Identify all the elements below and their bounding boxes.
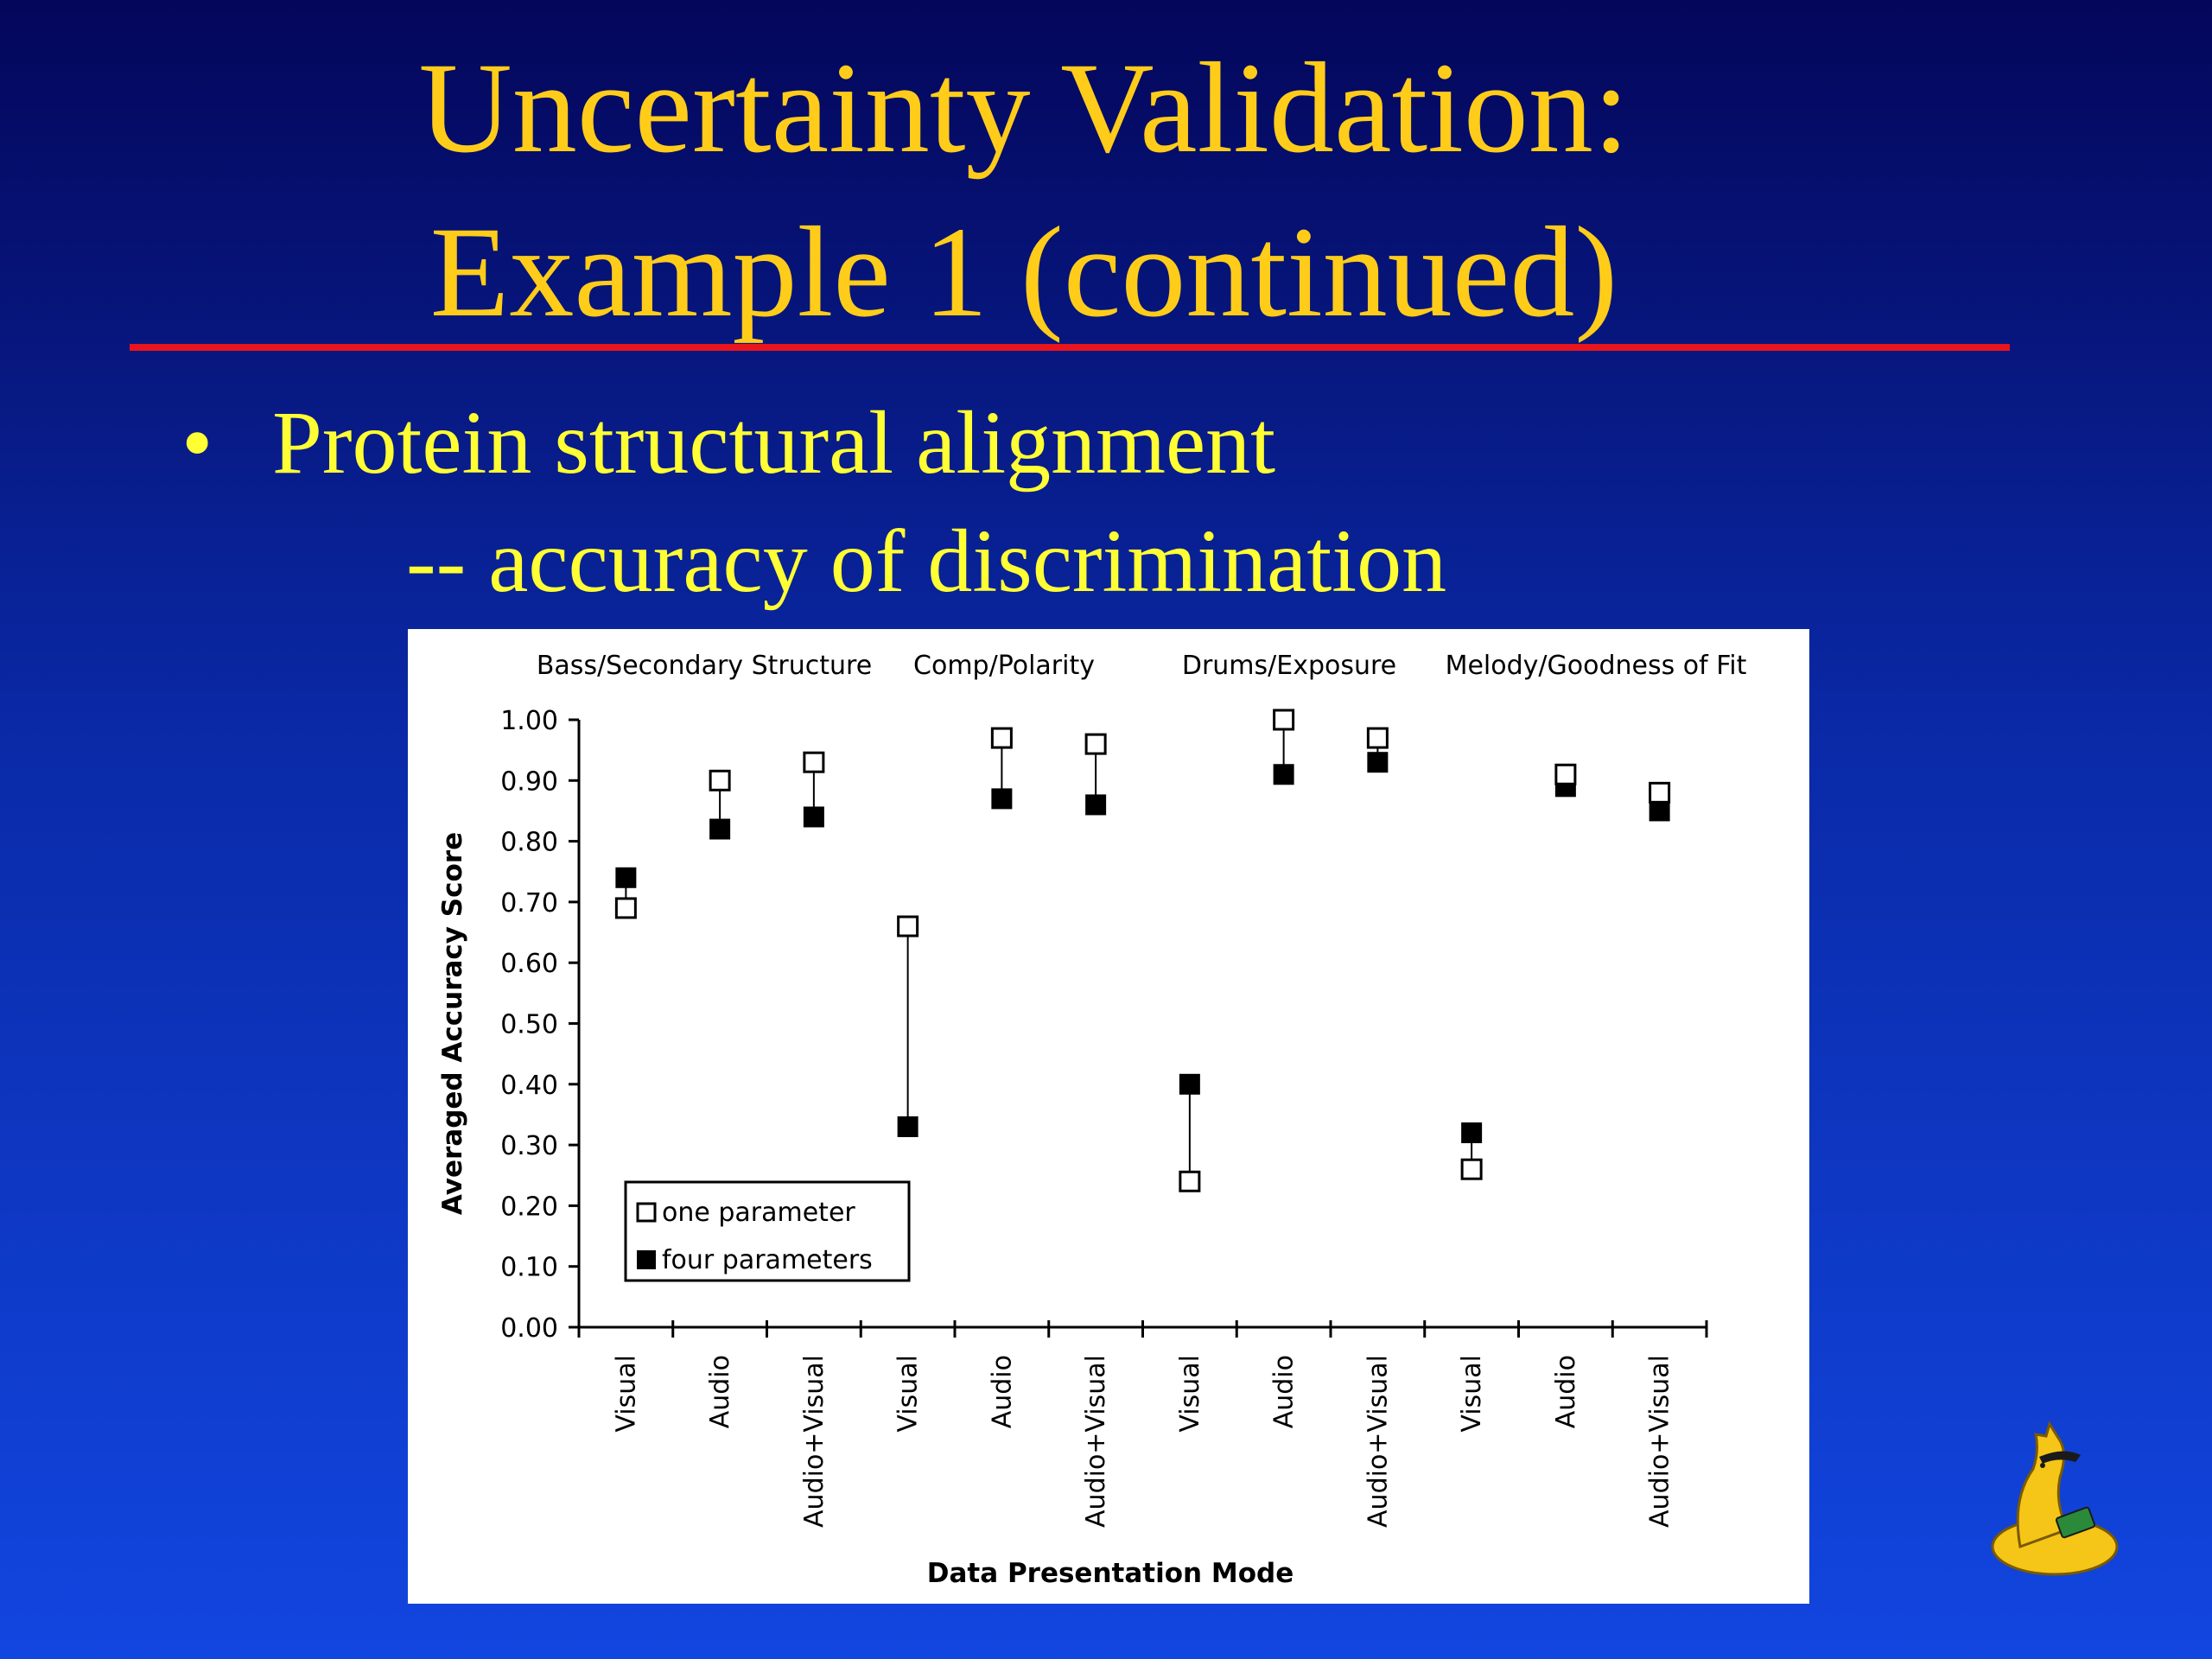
x-tick-label: Audio [705,1355,735,1428]
point-one-parameter [1554,763,1577,785]
y-tick-label: 0.60 [500,949,558,979]
point-four-parameters [1085,794,1107,816]
x-tick-label: Audio+Visual [1645,1355,1675,1528]
x-tick-label: Audio [987,1355,1017,1428]
point-four-parameters [897,1116,918,1138]
group-label: Comp/Polarity [913,651,1095,681]
legend-label-four-parameters: four parameters [662,1245,873,1275]
llama-mascot-icon [1991,1421,2119,1576]
bullet-symbol: • [181,393,213,493]
legend-swatch-four-parameters [637,1250,656,1269]
y-tick-label: 0.00 [500,1313,558,1344]
point-four-parameters [1273,764,1294,785]
group-label: Bass/Secondary Structure [537,651,872,681]
x-tick-label: Visual [1457,1355,1487,1433]
x-tick-label: Visual [1175,1355,1205,1433]
legend-label-one-parameter: one parameter [662,1198,855,1228]
slide-title: Uncertainty Validation: Example 1 (conti… [0,26,2048,354]
y-tick-label: 0.20 [500,1192,558,1222]
point-one-parameter [897,915,919,938]
chart-panel: 0.00 0.10 0.20 0.30 0.40 0.50 0.60 0.70 0.80 0.90… [408,629,1809,1604]
point-one-parameter [709,769,731,791]
x-tick-label: Audio [1269,1355,1300,1428]
point-four-parameters [991,788,1013,810]
y-tick-label: 1.00 [500,706,558,736]
x-tick-label: Audio+Visual [1363,1355,1393,1528]
title-divider [130,344,2010,351]
point-four-parameters [1179,1073,1200,1095]
bullet-subtext: -- accuracy of discrimination [406,512,1447,611]
point-one-parameter [803,751,825,773]
point-one-parameter [1460,1158,1483,1180]
point-one-parameter [1649,781,1671,804]
y-tick-label: 0.10 [500,1253,558,1283]
x-axis-title: Data Presentation Mode [927,1558,1294,1589]
y-tick-label: 0.50 [500,1010,558,1040]
point-four-parameters [1461,1122,1483,1144]
point-one-parameter [990,727,1013,749]
title-line-1: Uncertainty Validation: [418,36,1630,180]
point-four-parameters [615,867,637,888]
point-one-parameter [614,897,637,919]
legend-swatch-one-parameter [636,1202,657,1223]
title-line-2: Example 1 (continued) [429,200,1618,344]
legend-box [624,1180,911,1282]
accuracy-chart: 0.00 0.10 0.20 0.30 0.40 0.50 0.60 0.70 0.80 0.90… [437,651,1747,1589]
x-tick-label: Visual [611,1355,641,1433]
x-tick-label: Audio+Visual [1081,1355,1111,1528]
point-four-parameters [1649,800,1670,822]
y-axis-title: Averaged Accuracy Score [437,832,468,1215]
point-one-parameter [1366,727,1389,749]
y-tick-label: 0.70 [500,888,558,918]
x-tick-label: Audio [1551,1355,1581,1428]
point-four-parameters [803,806,824,828]
point-four-parameters [709,818,731,840]
y-tick-label: 0.90 [500,766,558,797]
point-one-parameter [1179,1170,1201,1192]
point-one-parameter [1084,733,1107,755]
x-tick-label: Visual [893,1355,924,1433]
y-tick-label: 0.40 [500,1071,558,1101]
group-label: Drums/Exposure [1182,651,1396,681]
point-four-parameters [1367,752,1389,773]
bullet-item: • Protein structural alignment [181,387,1275,499]
group-label: Melody/Goodness of Fit [1446,651,1747,681]
point-one-parameter [1273,709,1295,731]
x-tick-label: Audio+Visual [799,1355,830,1528]
bullet-text: Protein structural alignment [272,393,1276,493]
y-tick-label: 0.80 [500,828,558,858]
y-tick-label: 0.30 [500,1131,558,1161]
